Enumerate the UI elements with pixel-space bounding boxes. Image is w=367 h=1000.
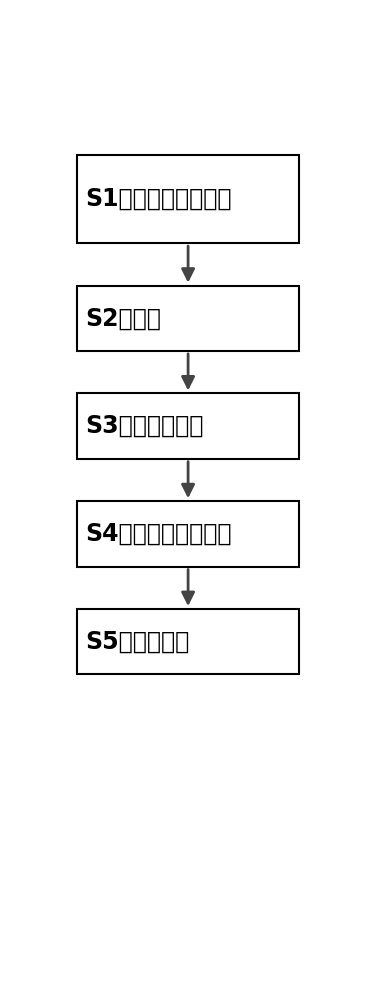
- Bar: [77, 501, 299, 567]
- Text: S2、制绒: S2、制绒: [86, 306, 161, 330]
- Bar: [77, 609, 299, 674]
- Text: S4、透明氧化层沉积: S4、透明氧化层沉积: [86, 522, 232, 546]
- Text: S3、非晶硅镀膜: S3、非晶硅镀膜: [86, 414, 204, 438]
- Text: S1、去除机械损伤层: S1、去除机械损伤层: [86, 187, 232, 211]
- Bar: [77, 286, 299, 351]
- Text: S5、金属栅线: S5、金属栅线: [86, 630, 190, 654]
- Bar: [77, 393, 299, 459]
- Bar: [77, 155, 299, 243]
